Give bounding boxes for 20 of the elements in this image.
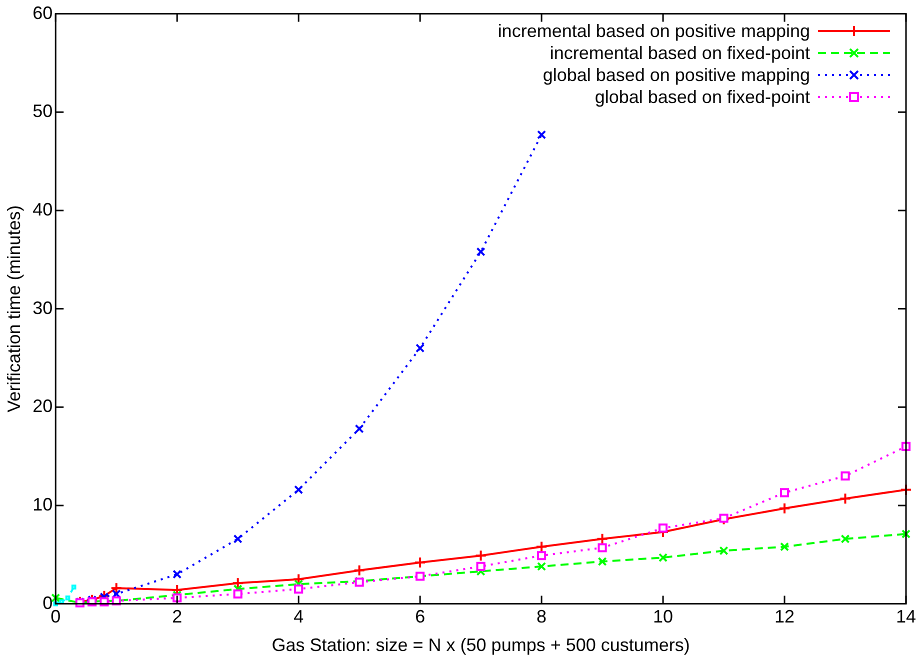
x-tick-label: 8 [536, 606, 547, 627]
legend-label: incremental based on positive mapping [498, 20, 810, 42]
x-tick-label: 10 [653, 606, 674, 627]
y-tick-label: 30 [32, 298, 53, 318]
x-tick-label: 12 [774, 606, 795, 627]
y-tick-label: 20 [32, 396, 53, 416]
legend-label: incremental based on fixed-point [550, 42, 810, 64]
legend-label: global based on fixed-point [594, 86, 810, 108]
y-tick-label: 0 [42, 592, 53, 613]
x-axis-title: Gas Station: size = N x (50 pumps + 500 custumers) [272, 635, 690, 656]
y-tick-label: 40 [32, 199, 53, 220]
legend-label: global based on positive mapping [542, 64, 810, 86]
x-tick-label: 4 [294, 606, 304, 627]
y-tick-label: 10 [32, 494, 53, 514]
x-tick-label: 14 [896, 606, 916, 627]
x-tick-label: 6 [415, 606, 426, 627]
y-tick-label: 50 [32, 101, 53, 122]
x-tick-label: 2 [172, 606, 182, 627]
y-tick-label: 60 [32, 2, 53, 23]
y-axis-title: Verification time (minutes) [4, 205, 24, 412]
